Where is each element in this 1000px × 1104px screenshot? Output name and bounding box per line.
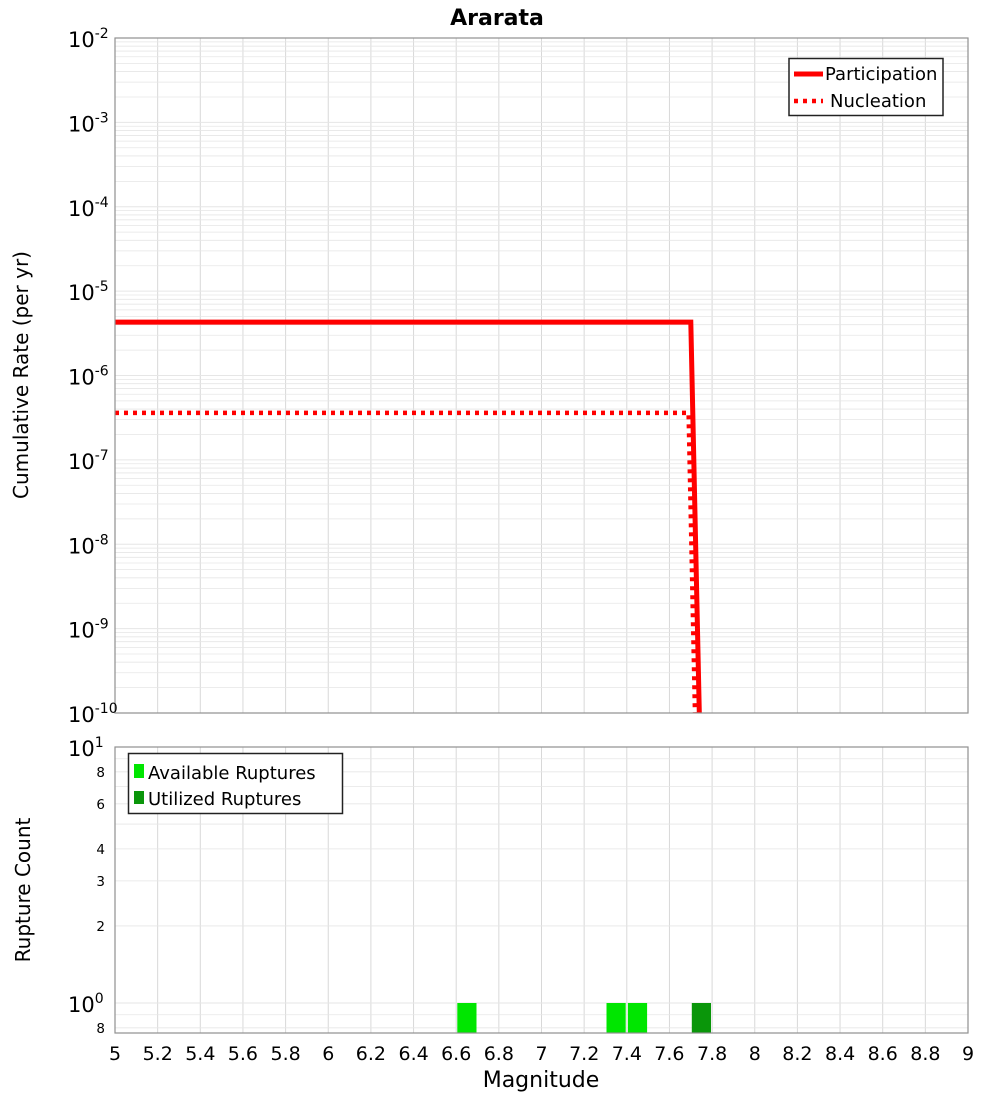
- x-tick-label: 7: [535, 1043, 547, 1065]
- x-tick-label: 5.2: [143, 1043, 173, 1065]
- rupture-legend-box: [127, 752, 344, 815]
- bottom-y-major-tick-label: 100: [68, 991, 104, 1017]
- top-y-tick-labels: 10-2 10-3 10-4 10-5 10-6 10-7 10-8 10-9 10-10: [68, 26, 118, 727]
- x-tick-label: 8: [749, 1043, 761, 1065]
- x-tick-label: 9: [962, 1043, 974, 1065]
- x-tick-label: 7.2: [569, 1043, 599, 1065]
- x-tick-label: 8.6: [868, 1043, 898, 1065]
- utilized-ruptures-legend-label: Utilized Ruptures: [148, 789, 301, 810]
- x-tick-label: 5.8: [270, 1043, 300, 1065]
- bottom-y-minor-tick-label: 4: [96, 842, 105, 858]
- cumulative-rate-plot: 10-2 10-3 10-4 10-5 10-6 10-7 10-8 10-9 10-10 Cu…: [9, 26, 969, 727]
- available-ruptures-bar: [457, 1003, 477, 1033]
- rupture-count-plot: 101 100 8 6 4 3 2 8 5 5.2 5.4 5.6 5.8 6 6.2 6.4 6.6 6.8 7…: [11, 735, 974, 1093]
- x-tick-label: 7.8: [697, 1043, 727, 1065]
- rate-legend-box: [788, 57, 944, 117]
- top-y-tick-label: 10-9: [68, 617, 109, 643]
- top-y-tick-label: 10-3: [68, 110, 109, 136]
- bottom-y-minor-tick-label: 2: [96, 919, 105, 935]
- top-plot-border: [114, 37, 969, 714]
- utilized-ruptures-bar: [691, 1003, 711, 1033]
- bottom-y-major-tick-label: 101: [68, 735, 104, 761]
- x-tick-label: 5.6: [228, 1043, 258, 1065]
- rate-legend: Participation Nucleation: [788, 57, 944, 117]
- bottom-y-minor-tick-label: 8: [96, 1021, 105, 1037]
- x-tick-label: 8.4: [825, 1043, 855, 1065]
- top-y-tick-label: 10-6: [68, 364, 109, 390]
- top-y-tick-label: 10-5: [68, 279, 109, 305]
- available-ruptures-legend-label: Available Ruptures: [148, 763, 316, 784]
- nucleation-legend-label: Nucleation: [830, 91, 926, 112]
- top-y-tick-label: 10-2: [68, 26, 109, 52]
- x-tick-label: 6.6: [441, 1043, 471, 1065]
- x-tick-label: 6.8: [484, 1043, 514, 1065]
- x-tick-label: 7.4: [612, 1043, 642, 1065]
- top-y-tick-label: 10-4: [68, 195, 109, 221]
- utilized-ruptures-legend-swatch: [134, 791, 144, 804]
- x-tick-label: 6.2: [356, 1043, 386, 1065]
- available-ruptures-bar: [627, 1003, 648, 1033]
- available-ruptures-bar: [606, 1003, 626, 1033]
- participation-legend-label: Participation: [825, 64, 937, 85]
- top-gridlines: [115, 38, 968, 713]
- top-y-tick-label: 10-7: [68, 448, 109, 474]
- x-tick-label: 7.6: [654, 1043, 684, 1065]
- bottom-y-axis-title: Rupture Count: [11, 817, 35, 962]
- participation-line: [115, 319, 702, 714]
- x-tick-label: 5: [109, 1043, 121, 1065]
- x-tick-labels: 5 5.2 5.4 5.6 5.8 6 6.2 6.4 6.6 6.8 7 7.2 7.4 7.6 7.8 8…: [109, 1043, 974, 1065]
- chart-title: Ararata: [450, 6, 544, 31]
- available-ruptures-legend-swatch: [134, 764, 144, 778]
- x-tick-label: 6.4: [398, 1043, 428, 1065]
- bottom-y-minor-tick-label: 6: [96, 797, 105, 813]
- rupture-count-bars: [457, 1003, 711, 1033]
- x-tick-label: 8.2: [782, 1043, 812, 1065]
- bottom-y-minor-tick-label: 3: [96, 874, 105, 890]
- rate-series: [115, 319, 702, 714]
- top-y-tick-label: 10-8: [68, 532, 109, 558]
- x-tick-label: 8.8: [910, 1043, 940, 1065]
- bottom-plot-border: [114, 746, 969, 1034]
- bottom-y-tick-labels: 101 100 8 6 4 3 2 8: [68, 735, 105, 1037]
- rupture-legend: Available Ruptures Utilized Ruptures: [127, 752, 344, 815]
- top-y-tick-label: 10-10: [68, 701, 118, 727]
- top-y-axis-title: Cumulative Rate (per yr): [9, 251, 33, 499]
- x-tick-label: 5.4: [185, 1043, 215, 1065]
- nucleation-line: [115, 410, 698, 714]
- x-tick-label: 6: [322, 1043, 334, 1065]
- x-axis-title: Magnitude: [483, 1068, 600, 1093]
- bottom-y-minor-tick-label: 8: [96, 765, 105, 781]
